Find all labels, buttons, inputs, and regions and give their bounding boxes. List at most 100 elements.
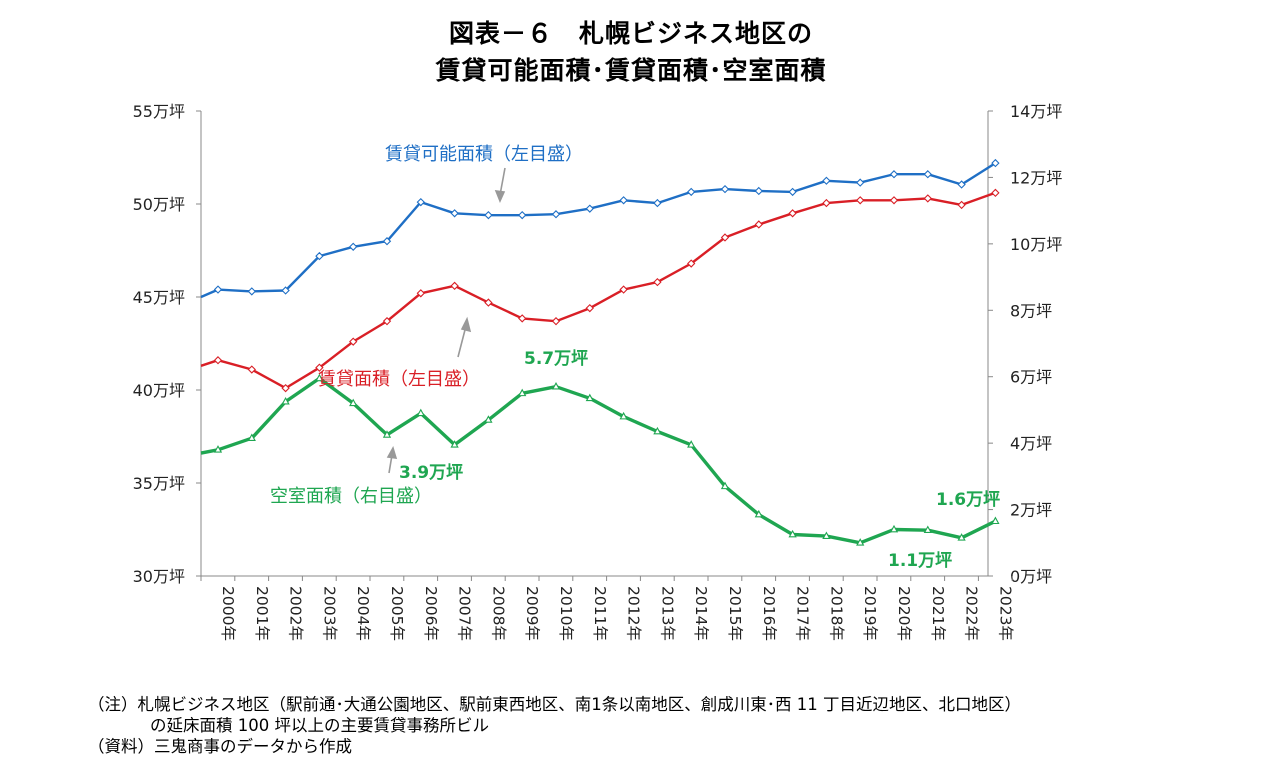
x-tick-label: 2003年: [320, 586, 338, 641]
data-point: [754, 509, 763, 518]
note-line2: の延床面積 100 坪以上の主要賃貸事務所ビル: [150, 716, 489, 735]
x-tick-label: 2011年: [591, 586, 609, 641]
data-point: [687, 187, 696, 197]
vacant-area-label: 空室面積（右目盛）: [270, 486, 432, 507]
data-point: [518, 210, 527, 220]
data-point: [653, 277, 662, 287]
x-tick-label: 2019年: [861, 586, 879, 641]
chart-title-line2: 賃貸可能面積･賃貸面積･空室面積: [435, 56, 827, 85]
data-point: [450, 440, 459, 448]
data-point: [518, 314, 527, 323]
right-tick-label: 10万坪: [1010, 235, 1062, 254]
data-point: [788, 187, 797, 197]
chart-title-line1: 図表－６ 札幌ビジネス地区の: [448, 19, 813, 48]
right-tick-label: 4万坪: [1010, 434, 1052, 453]
x-tick-label: 2021年: [929, 586, 947, 641]
data-point: [213, 445, 223, 453]
data-point: [923, 194, 932, 203]
data-point: [889, 524, 899, 533]
left-tick-label: 30万坪: [133, 567, 185, 586]
data-point: [754, 220, 763, 229]
arrow-available: [494, 167, 506, 204]
data-point: [484, 210, 493, 220]
data-point: [788, 209, 797, 218]
x-tick-label: 2015年: [726, 586, 744, 641]
data-point: [247, 365, 256, 374]
right-tick-label: 12万坪: [1010, 168, 1062, 187]
data-point: [822, 176, 831, 185]
right-tick-label: 14万坪: [1010, 102, 1062, 121]
data-point: [720, 184, 730, 194]
data-point: [551, 210, 561, 219]
data-point: [450, 281, 459, 291]
left-tick-label: 50万坪: [133, 195, 185, 214]
axes: 30万坪 35万坪 40万坪 45万坪 50万坪 55万坪 0万坪 2万坪 4万坪 6万坪 8万坪 1…: [133, 102, 1063, 641]
x-tick-label: 2018年: [827, 586, 845, 641]
data-point: [281, 383, 290, 393]
data-point: [991, 158, 1000, 168]
x-tick-label: 2023年: [996, 586, 1014, 641]
data-point: [213, 285, 223, 294]
data-point: [416, 408, 425, 417]
x-tick-label: 2010年: [557, 586, 575, 641]
data-point: [349, 398, 358, 407]
right-tick-label: 2万坪: [1010, 501, 1052, 520]
data-point: [585, 303, 594, 313]
data-point: [315, 363, 324, 372]
data-point: [213, 356, 223, 365]
x-tick-label: 2007年: [456, 586, 474, 641]
data-point: [957, 180, 966, 189]
series-line-0: [200, 162, 997, 299]
data-point: [518, 388, 527, 397]
vacant-min-label: 1.1万坪: [888, 551, 952, 571]
data-point: [585, 393, 594, 402]
x-tick-label: 2005年: [388, 586, 406, 641]
x-tick-label: 2016年: [760, 586, 778, 641]
vacant-peak-label: 5.7万坪: [524, 349, 588, 369]
data-point: [889, 170, 899, 179]
note-line1: （注）札幌ビジネス地区（駅前通･大通公園地区、駅前東西地区、南1条以南地区、創成…: [88, 695, 1021, 714]
data-point: [822, 531, 831, 539]
vacant-2007-label: 3.9万坪: [399, 463, 463, 483]
data-point: [247, 433, 256, 442]
source-line: （資料）三鬼商事のデータから作成: [88, 737, 352, 756]
data-point: [281, 396, 290, 405]
data-point: [247, 287, 256, 296]
vacant-latest-label: 1.6万坪: [936, 490, 1000, 510]
data-point: [653, 426, 662, 435]
x-tick-label: 2013年: [658, 586, 676, 641]
data-point: [687, 440, 696, 448]
data-point: [315, 251, 324, 261]
data-point: [923, 170, 932, 179]
data-point: [991, 516, 1000, 525]
x-tick-label: 2020年: [895, 586, 913, 641]
leased-area-label: 賃貸面積（左目盛）: [318, 369, 480, 390]
arrow-vacant: [386, 445, 398, 474]
data-point: [720, 233, 730, 242]
data-point: [585, 204, 594, 213]
x-tick-label: 2004年: [354, 586, 372, 641]
data-point: [788, 529, 797, 538]
data-point: [889, 196, 899, 205]
line-chart: 30万坪 35万坪 40万坪 45万坪 50万坪 55万坪 0万坪 2万坪 4万坪 6万坪 8万坪 1…: [133, 102, 1063, 641]
data-point: [822, 198, 831, 208]
series-line-2: [200, 376, 997, 545]
data-point: [720, 481, 730, 490]
data-point: [856, 178, 865, 187]
data-point: [754, 186, 763, 196]
right-tick-label: 0万坪: [1010, 567, 1052, 586]
x-tick-label: 2000年: [219, 586, 237, 641]
data-point: [484, 415, 493, 423]
series-layer: [200, 158, 1000, 546]
data-point: [991, 188, 1000, 198]
data-point: [382, 430, 392, 438]
x-tick-label: 2008年: [489, 586, 507, 641]
x-tick-label: 2006年: [422, 586, 440, 641]
data-point: [349, 337, 358, 346]
available-area-label: 賃貸可能面積（左目盛）: [385, 144, 583, 165]
left-tick-label: 35万坪: [133, 474, 185, 493]
data-point: [856, 196, 865, 205]
data-point: [551, 382, 561, 390]
series-line-1: [200, 191, 996, 390]
x-tick-label: 2001年: [253, 586, 271, 641]
